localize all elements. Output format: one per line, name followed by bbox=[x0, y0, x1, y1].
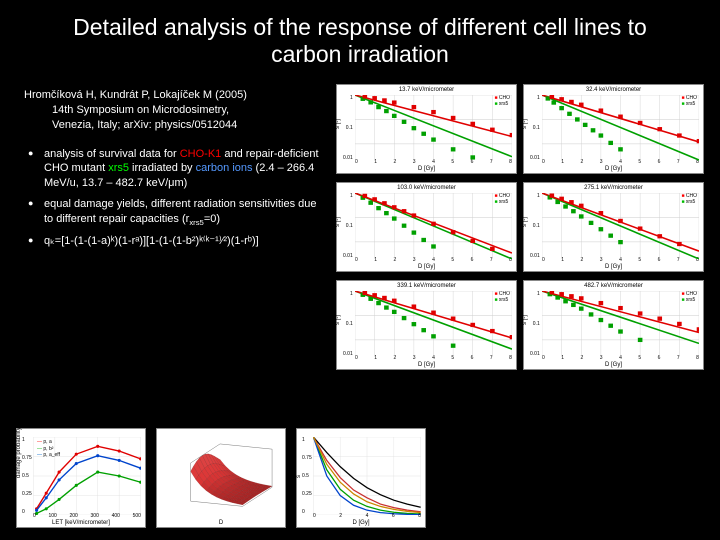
y-ticks: 10.750.50.250 bbox=[22, 437, 32, 515]
plot-title: 482.7 keV/micrometer bbox=[524, 283, 703, 289]
bullet-list: analysis of survival data for CHO-K1 and… bbox=[24, 147, 324, 250]
plot-svg bbox=[355, 193, 512, 259]
survival-plot-grid: 13.7 keV/micrometers [-]D [Gy]0123456781… bbox=[336, 84, 704, 370]
bullet-text: analysis of survival data for bbox=[44, 148, 180, 160]
legend: p, ap, b²p, a_eff bbox=[37, 439, 60, 459]
bullet-item: qₖ=[1-(1-(1-a)ᵏ)(1-rᵃ)][1-(1-(1-b²)ᵏ⁽ᵏ⁻¹… bbox=[24, 234, 324, 249]
x-axis-label: D [Gy] bbox=[337, 362, 516, 368]
y-ticks: 10.10.01 bbox=[343, 291, 353, 357]
plot-title: 339.1 keV/micrometer bbox=[337, 283, 516, 289]
survival-family-plot: s D [Gy] 0246810.750.50.250 bbox=[296, 428, 426, 528]
plot-svg bbox=[542, 95, 699, 161]
bullet-text: irradiated by bbox=[129, 162, 196, 174]
cell-line-red: CHO-K1 bbox=[180, 148, 222, 160]
bullet-item: equal damage yields, different radiation… bbox=[24, 197, 324, 228]
citation-line: 14th Symposium on Microdosimetry, bbox=[24, 103, 324, 118]
x-axis-label: D [Gy] bbox=[524, 362, 703, 368]
x-axis-label: D [Gy] bbox=[524, 166, 703, 172]
x-axis-label: LET [keV/micrometer] bbox=[17, 520, 145, 526]
surface-plot: D bbox=[156, 428, 286, 528]
y-ticks: 10.750.50.250 bbox=[302, 437, 312, 515]
slide-title: Detailed analysis of the response of dif… bbox=[0, 0, 720, 76]
y-ticks: 10.10.01 bbox=[343, 193, 353, 259]
plot-title: 32.4 keV/micrometer bbox=[524, 87, 703, 93]
plot-title: 275.1 keV/micrometer bbox=[524, 185, 703, 191]
x-axis-label: D [Gy] bbox=[337, 166, 516, 172]
citation-line: Venezia, Italy; arXiv: physics/0512044 bbox=[24, 118, 324, 133]
bottom-plot-row: damage probability [-] LET [keV/micromet… bbox=[16, 428, 426, 528]
x-axis-label: D [Gy] bbox=[524, 264, 703, 270]
survival-plot-panel: 275.1 keV/micrometers [-]D [Gy]012345678… bbox=[523, 182, 704, 272]
damage-prob-plot: damage probability [-] LET [keV/micromet… bbox=[16, 428, 146, 528]
bullet-item: analysis of survival data for CHO-K1 and… bbox=[24, 147, 324, 192]
y-axis-label: s [-] bbox=[335, 217, 341, 227]
content-area: Hromčíková H, Kundrát P, Lokajíček M (20… bbox=[0, 76, 720, 370]
y-axis-label: s [-] bbox=[522, 119, 528, 129]
plot-svg bbox=[542, 291, 699, 357]
x-axis-label: D [Gy] bbox=[297, 520, 425, 526]
y-axis-label: s [-] bbox=[522, 315, 528, 325]
y-ticks: 10.10.01 bbox=[530, 291, 540, 357]
ion-blue: carbon ions bbox=[196, 162, 253, 174]
plot-svg bbox=[313, 437, 421, 515]
plot-svg bbox=[355, 291, 512, 357]
cell-line-green: xrs5 bbox=[108, 162, 129, 174]
subscript: xrs5 bbox=[189, 218, 204, 227]
x-ticks: 02468 bbox=[313, 513, 421, 519]
plot-title: 13.7 keV/micrometer bbox=[337, 87, 516, 93]
bullet-text: equal damage yields, different radiation… bbox=[44, 198, 317, 225]
x-ticks: 0100200300400500 bbox=[33, 513, 141, 519]
plot-title: 103.0 keV/micrometer bbox=[337, 185, 516, 191]
citation-line: Hromčíková H, Kundrát P, Lokajíček M (20… bbox=[24, 88, 324, 103]
survival-plot-panel: 32.4 keV/micrometers [-]D [Gy]0123456781… bbox=[523, 84, 704, 174]
survival-plot-panel: 482.7 keV/micrometers [-]D [Gy]012345678… bbox=[523, 280, 704, 370]
survival-plot-panel: 339.1 keV/micrometers [-]D [Gy]012345678… bbox=[336, 280, 517, 370]
y-ticks: 10.10.01 bbox=[530, 95, 540, 161]
surface-svg bbox=[173, 437, 281, 515]
formula: qₖ=[1-(1-(1-a)ᵏ)(1-rᵃ)][1-(1-(1-b²)ᵏ⁽ᵏ⁻¹… bbox=[44, 235, 259, 247]
y-axis-label: s [-] bbox=[522, 217, 528, 227]
y-axis-label: s [-] bbox=[335, 119, 341, 129]
x-axis-label: D [Gy] bbox=[337, 264, 516, 270]
plot-svg bbox=[355, 95, 512, 161]
survival-plot-panel: 103.0 keV/micrometers [-]D [Gy]012345678… bbox=[336, 182, 517, 272]
x-axis-label: D bbox=[157, 520, 285, 526]
plot-svg bbox=[542, 193, 699, 259]
y-axis-label: s [-] bbox=[335, 315, 341, 325]
survival-plot-panel: 13.7 keV/micrometers [-]D [Gy]0123456781… bbox=[336, 84, 517, 174]
bullet-text: =0) bbox=[204, 213, 220, 225]
y-ticks: 10.10.01 bbox=[343, 95, 353, 161]
y-ticks: 10.10.01 bbox=[530, 193, 540, 259]
citation-block: Hromčíková H, Kundrát P, Lokajíček M (20… bbox=[24, 88, 324, 133]
left-column: Hromčíková H, Kundrát P, Lokajíček M (20… bbox=[24, 84, 324, 370]
